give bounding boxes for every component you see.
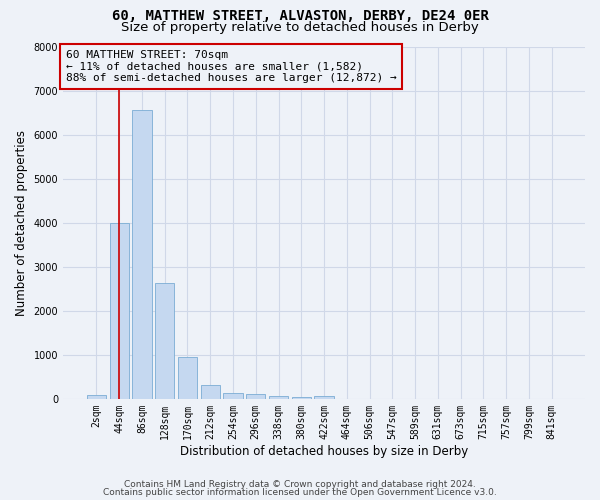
- Bar: [87, 396, 106, 399]
- Text: 60 MATTHEW STREET: 70sqm
← 11% of detached houses are smaller (1,582)
88% of sem: 60 MATTHEW STREET: 70sqm ← 11% of detach…: [65, 50, 397, 83]
- Bar: [178, 357, 197, 399]
- Bar: [132, 110, 152, 399]
- Bar: [110, 222, 129, 399]
- X-axis label: Distribution of detached houses by size in Derby: Distribution of detached houses by size …: [180, 444, 468, 458]
- Bar: [155, 284, 175, 399]
- Bar: [292, 396, 311, 399]
- Y-axis label: Number of detached properties: Number of detached properties: [15, 130, 28, 316]
- Bar: [246, 394, 265, 399]
- Bar: [223, 392, 242, 399]
- Bar: [200, 385, 220, 399]
- Text: Contains public sector information licensed under the Open Government Licence v3: Contains public sector information licen…: [103, 488, 497, 497]
- Text: Contains HM Land Registry data © Crown copyright and database right 2024.: Contains HM Land Registry data © Crown c…: [124, 480, 476, 489]
- Text: Size of property relative to detached houses in Derby: Size of property relative to detached ho…: [121, 21, 479, 34]
- Bar: [314, 396, 334, 399]
- Bar: [269, 396, 288, 399]
- Text: 60, MATTHEW STREET, ALVASTON, DERBY, DE24 0ER: 60, MATTHEW STREET, ALVASTON, DERBY, DE2…: [112, 9, 488, 23]
